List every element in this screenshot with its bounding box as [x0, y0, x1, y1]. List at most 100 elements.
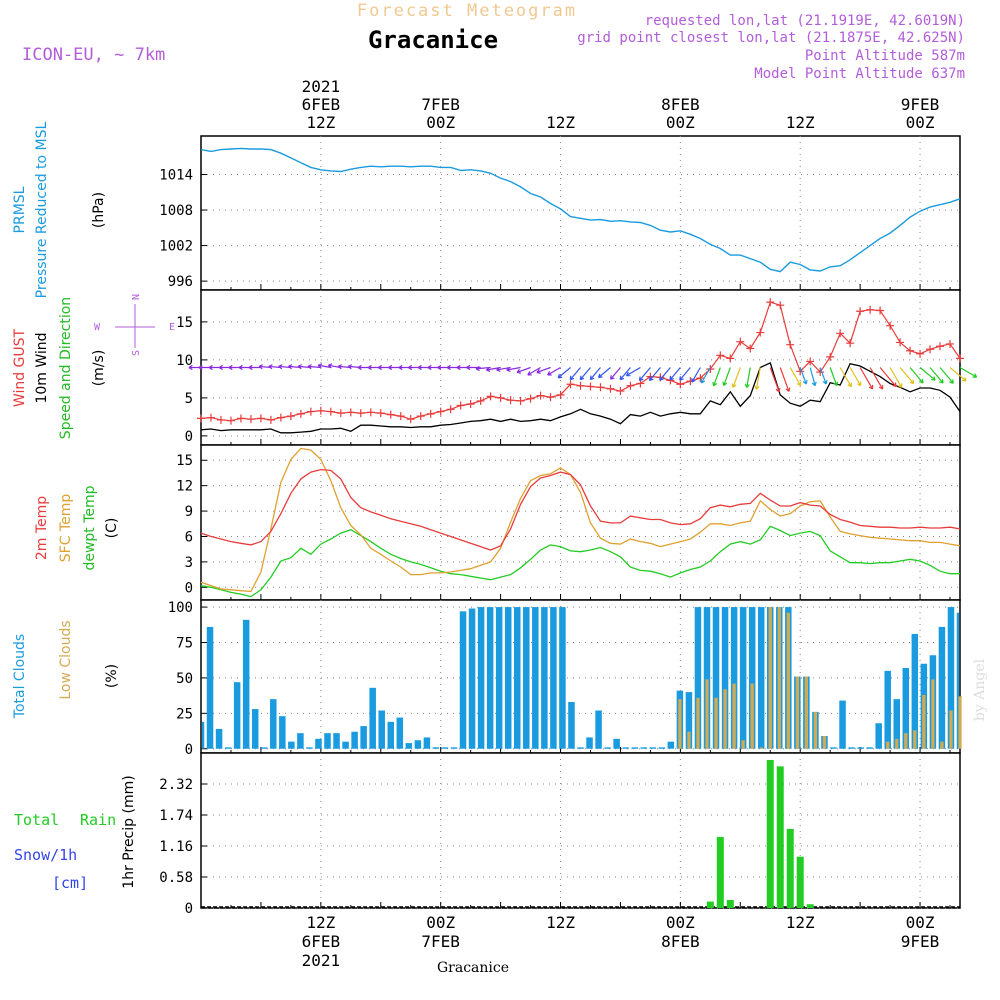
total-cloud-bar: [640, 747, 648, 749]
total-cloud-bar: [694, 607, 702, 749]
wind-direction-arrow: [307, 364, 321, 370]
low-cloud-bar: [949, 710, 953, 749]
gust-marker: [466, 399, 475, 408]
wind-direction-arrow: [769, 367, 781, 393]
low-cloud-bar: [958, 696, 962, 749]
total-cloud-bar: [202, 721, 205, 749]
wind-direction-arrow: [809, 367, 817, 387]
gust-marker: [206, 413, 215, 422]
total-cloud-bar: [748, 607, 756, 749]
wind-direction-arrow: [208, 364, 221, 371]
total-cloud-bar: [875, 723, 882, 749]
wind-direction-arrow: [700, 367, 711, 384]
precip-snow-unit: [cm]: [52, 874, 88, 892]
wind-direction-arrow: [712, 367, 721, 387]
gust-marker: [876, 306, 885, 315]
total-cloud-bar: [848, 747, 855, 749]
wind-direction-arrow: [879, 367, 897, 388]
pressure-line: [200, 147, 961, 273]
time-axis-label: 6FEB: [302, 95, 341, 114]
temp2m-label: 2m Temp: [34, 496, 50, 560]
wind-direction-arrow: [536, 366, 551, 374]
wind-direction-arrow: [248, 364, 261, 371]
gust-marker: [866, 305, 875, 314]
precip-labels: Total Rain Snow/1h [cm] 1hr Precip (mm): [14, 775, 137, 892]
gust-marker: [856, 307, 865, 316]
precip-ytick-label: 2.32: [159, 777, 193, 793]
wind-direction-arrow: [198, 364, 211, 371]
total-cloud-bar: [233, 682, 241, 749]
time-axis-label: 12Z: [306, 913, 335, 932]
model-label: ICON-EU, ~ 7km: [22, 45, 165, 65]
gust-marker: [806, 357, 815, 366]
total-cloud-bar: [288, 741, 295, 749]
temp2m-line: [200, 468, 961, 551]
time-axis-label: 12Z: [546, 913, 575, 932]
low-cloud-bar: [777, 607, 781, 749]
total-cloud-bar: [830, 747, 837, 749]
compass-w: W: [94, 322, 101, 333]
total-cloud-bar: [224, 747, 232, 749]
gust-marker: [846, 339, 855, 348]
gust-marker: [316, 406, 325, 415]
total-cloud-bar: [242, 619, 250, 749]
gust-marker: [786, 340, 795, 349]
total-cloud-bar: [342, 741, 349, 749]
wind-direction-arrow: [317, 363, 331, 369]
total-cloud-bar: [486, 607, 494, 749]
clouds-ytick-label: 100: [168, 600, 193, 616]
total-cloud-bar: [730, 607, 738, 749]
gust-marker: [506, 396, 515, 405]
total-cloud-bar: [559, 607, 566, 749]
total-cloud-bar: [911, 634, 919, 749]
product-title: Forecast Meteogram: [357, 1, 577, 21]
gust-marker: [246, 415, 255, 424]
total-cloud-bar: [441, 747, 449, 749]
gust-marker: [626, 381, 635, 390]
gust-marker: [376, 409, 385, 418]
wind-ytick-label: 5: [185, 391, 193, 407]
gust-marker: [256, 414, 265, 423]
wind-ytick-label: 0: [185, 429, 193, 445]
wind-direction-arrow: [744, 367, 751, 388]
gust-marker: [616, 387, 625, 396]
gust-marker: [896, 338, 905, 347]
wind-unit: (m/s): [91, 350, 107, 387]
low-cloud-bar: [913, 730, 917, 749]
wind-direction-arrow: [597, 367, 611, 379]
wind-direction-arrow: [722, 367, 731, 386]
total-cloud-bar: [757, 607, 765, 749]
total-cloud-bar: [577, 747, 584, 749]
gust-marker: [366, 408, 375, 417]
wind-ytick-label: 10: [176, 353, 193, 369]
total-cloud-bar: [477, 607, 485, 749]
low-cloud-bar: [940, 741, 944, 749]
clouds-ytick-label: 0: [185, 742, 193, 758]
time-axis-label: 12Z: [546, 113, 575, 132]
low-cloud-bar: [759, 747, 763, 749]
gust-marker: [306, 407, 315, 416]
wind-direction-arrow: [258, 364, 271, 370]
low-cloud-bar: [705, 679, 709, 749]
pressure-labels: PRMSL Pressure Reduced to MSL (hPa): [12, 121, 107, 298]
wind-direction-arrow: [669, 367, 681, 381]
temp-ytick-label: 6: [185, 529, 193, 545]
total-cloud-bar: [550, 607, 557, 749]
low-cloud-bar: [895, 738, 899, 749]
precip-axis-label: 1hr Precip (mm): [121, 775, 137, 888]
time-axis-label: 00Z: [426, 113, 455, 132]
gust-marker: [426, 409, 435, 418]
total-cloud-bar: [658, 747, 666, 749]
time-axis-label: 8FEB: [661, 932, 700, 951]
wind-direction-arrow: [779, 367, 791, 392]
gust-marker: [526, 394, 535, 403]
wind-direction-arrow: [799, 367, 808, 385]
pressure-label-2: Pressure Reduced to MSL: [34, 121, 50, 298]
rain-bar: [776, 766, 784, 908]
compass-s: S: [131, 350, 142, 356]
gust-marker: [326, 407, 335, 416]
total-cloud-bar: [423, 737, 431, 749]
wind-direction-arrow: [691, 367, 701, 383]
